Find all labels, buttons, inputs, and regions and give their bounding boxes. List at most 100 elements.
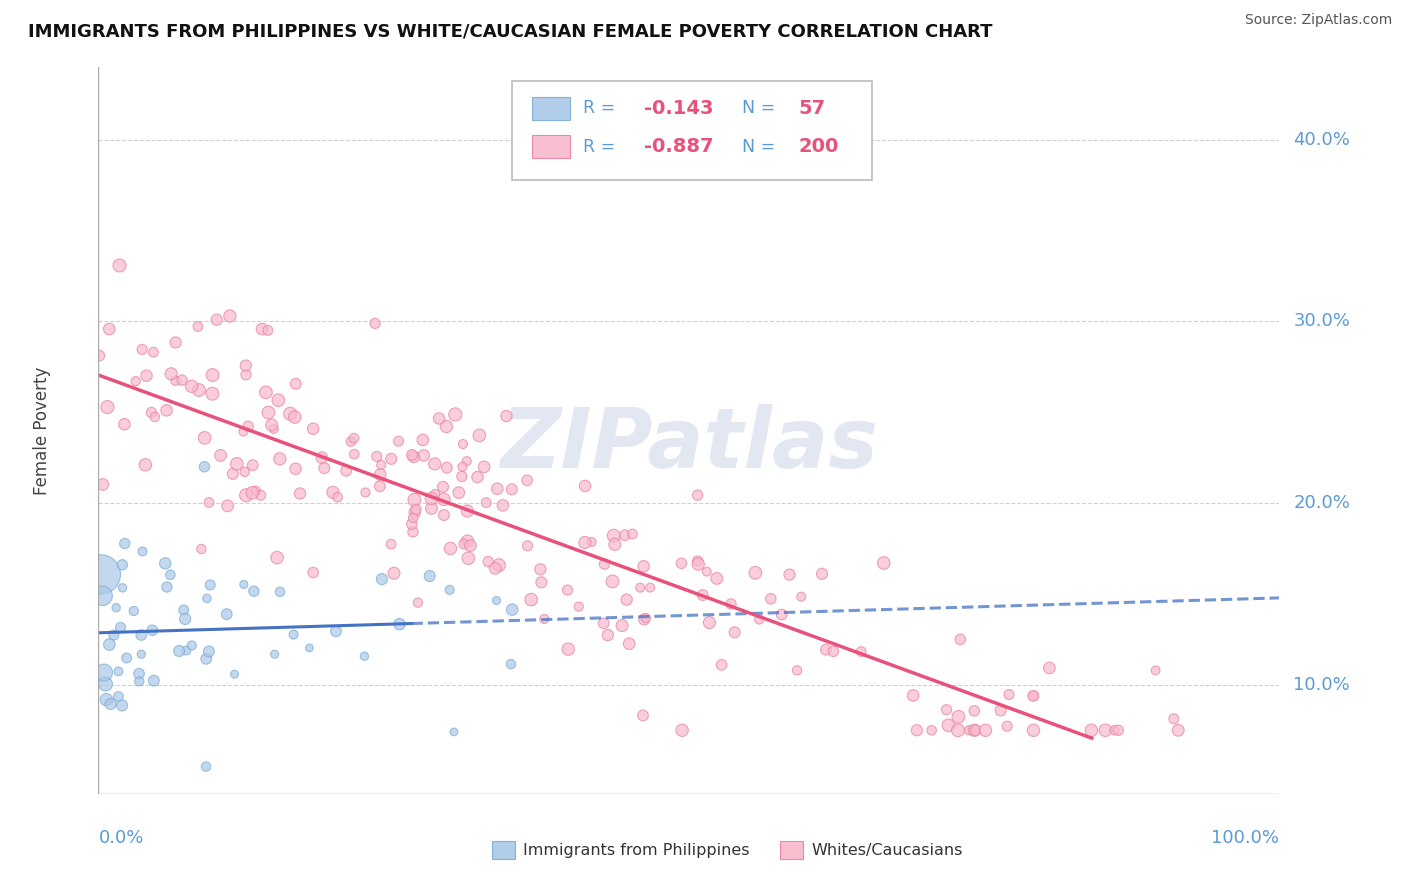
Text: 10.0%: 10.0% (1294, 676, 1350, 694)
Point (302, 566, 325, 580)
Point (557, 642, 579, 657)
Point (254, 385, 277, 400)
Point (420, 501, 443, 516)
Point (488, 558, 510, 573)
Point (946, 723, 969, 738)
Point (111, 581, 134, 595)
Point (260, 418, 283, 433)
Point (439, 541, 461, 556)
Point (468, 428, 491, 442)
Point (723, 625, 745, 640)
Text: N =: N = (742, 138, 780, 156)
Point (141, 405, 163, 419)
Point (823, 644, 845, 658)
Point (949, 632, 972, 647)
Point (245, 483, 267, 498)
Point (457, 551, 479, 566)
Point (107, 665, 129, 679)
Point (634, 611, 657, 625)
Text: IMMIGRANTS FROM PHILIPPINES VS WHITE/CAUCASIAN FEMALE POVERTY CORRELATION CHART: IMMIGRANTS FROM PHILIPPINES VS WHITE/CAU… (28, 22, 993, 40)
Text: Whites/Caucasians: Whites/Caucasians (811, 843, 963, 857)
Point (195, 652, 218, 666)
Point (456, 454, 478, 468)
Point (96, 692, 118, 706)
Point (744, 566, 766, 580)
Point (621, 527, 644, 541)
Bar (531, 136, 569, 159)
Point (671, 723, 693, 738)
Point (692, 588, 714, 602)
Point (278, 407, 301, 421)
Point (388, 617, 411, 632)
Point (593, 557, 616, 571)
Point (111, 698, 134, 713)
Point (165, 374, 187, 388)
Text: 57: 57 (799, 99, 825, 118)
Point (603, 537, 626, 551)
Point (343, 431, 366, 445)
Point (222, 467, 245, 481)
Point (574, 535, 596, 549)
Point (786, 664, 808, 678)
Point (110, 620, 132, 634)
Point (114, 536, 136, 550)
Point (167, 644, 190, 658)
Point (401, 448, 423, 462)
Point (387, 434, 409, 449)
Point (159, 567, 181, 582)
Point (486, 482, 509, 496)
Point (873, 556, 896, 570)
Point (90, 567, 112, 582)
Point (131, 647, 153, 661)
Point (748, 613, 770, 627)
Point (195, 591, 218, 606)
Point (443, 724, 465, 739)
Point (284, 376, 307, 391)
Point (135, 368, 157, 383)
Point (485, 593, 508, 607)
Text: N =: N = (742, 99, 780, 118)
Point (107, 690, 129, 704)
Point (263, 647, 285, 661)
Point (218, 309, 240, 323)
Point (128, 666, 150, 681)
Text: -0.143: -0.143 (644, 99, 714, 118)
Point (129, 628, 152, 642)
Point (477, 555, 499, 569)
Point (257, 406, 280, 420)
Point (283, 627, 305, 641)
Text: 0.0%: 0.0% (98, 829, 143, 847)
Point (235, 359, 257, 373)
Point (155, 557, 177, 571)
Point (98, 322, 121, 336)
Text: 40.0%: 40.0% (1294, 130, 1350, 149)
Point (172, 373, 194, 387)
Point (402, 450, 425, 464)
Point (250, 322, 273, 336)
Point (568, 599, 591, 614)
Point (610, 618, 633, 632)
Point (699, 615, 721, 630)
Point (436, 419, 458, 434)
Point (456, 504, 478, 518)
Point (142, 673, 165, 688)
Point (790, 590, 813, 604)
Text: 30.0%: 30.0% (1294, 312, 1350, 330)
Point (516, 473, 538, 487)
Point (180, 639, 202, 653)
Point (402, 524, 425, 539)
Point (520, 592, 543, 607)
Point (225, 457, 247, 471)
Point (779, 567, 801, 582)
Point (451, 437, 474, 451)
Point (89, 349, 111, 363)
Point (343, 447, 366, 461)
Point (108, 259, 131, 273)
Text: 200: 200 (799, 137, 839, 156)
Point (628, 581, 651, 595)
Point (1022, 689, 1045, 703)
Point (284, 410, 307, 425)
Point (94, 677, 117, 691)
Point (467, 470, 489, 484)
Point (602, 574, 624, 589)
